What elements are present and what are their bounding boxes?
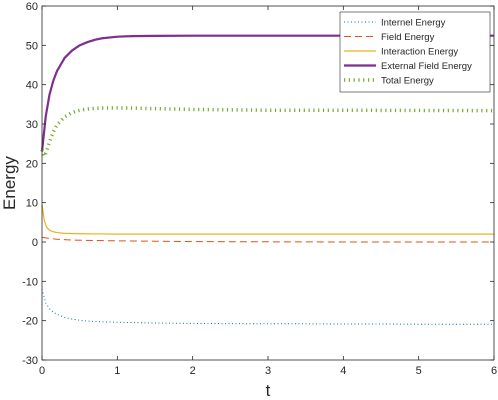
legend-label: Internel Energy [381, 18, 446, 29]
y-tick-label: 20 [26, 158, 38, 170]
series-line-3 [41, 204, 494, 235]
legend-box [339, 11, 491, 93]
series-layer [40, 34, 495, 325]
y-tick-label: -10 [22, 276, 38, 288]
y-tick-label: 0 [32, 237, 38, 249]
y-tick-label: 10 [26, 198, 38, 210]
y-tick-label: -30 [22, 355, 38, 367]
series-line-2 [41, 236, 494, 243]
x-tick-label: 1 [114, 365, 120, 377]
x-tick-label: 2 [190, 365, 196, 377]
y-tick-label: 30 [26, 119, 38, 131]
y-tick-label: -20 [22, 316, 38, 328]
y-tick-label: 60 [26, 1, 38, 13]
x-tick-label: 6 [491, 365, 497, 377]
x-tick-label: 0 [39, 365, 45, 377]
x-tick-label: 5 [416, 365, 422, 377]
y-tick-label: 40 [26, 80, 38, 92]
y-axis-label: Energy [0, 156, 19, 210]
legend-label: External Field Energy [381, 61, 472, 72]
x-tick-label: 3 [265, 365, 271, 377]
x-tick-label: 4 [340, 365, 346, 377]
legend-label: Total Energy [381, 76, 434, 87]
series-line-4 [40, 34, 494, 152]
legend-label: Field Energy [381, 32, 435, 43]
ticks-layer: 0 1 2 3 4 5 6 -30 -20 -10 0 10 20 30 40 50 60 [22, 1, 497, 377]
series-line-1 [41, 289, 494, 325]
legend-label: Interaction Energy [381, 47, 458, 58]
x-axis-label: t [266, 381, 271, 400]
y-tick-label: 50 [26, 40, 38, 52]
legend: Internel Energy Field Energy Interaction E… [339, 11, 491, 93]
